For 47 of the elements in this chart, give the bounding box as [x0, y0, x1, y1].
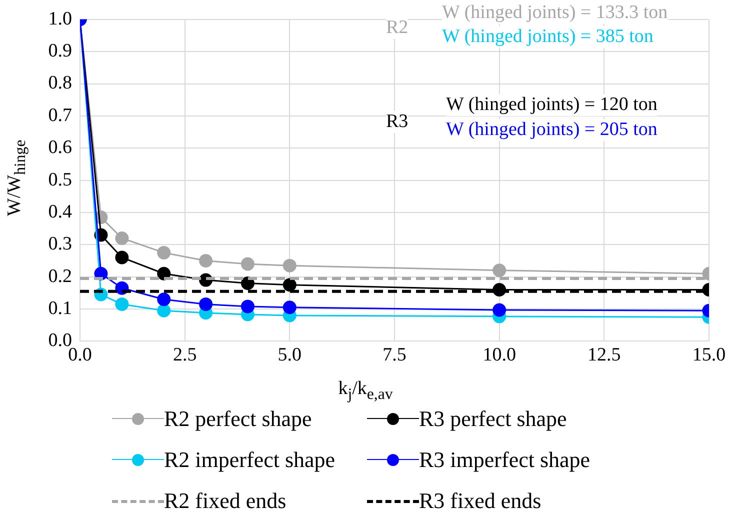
point — [240, 276, 254, 290]
y-tick-label: 0.1 — [48, 298, 72, 320]
point — [282, 278, 296, 292]
x-tick-label: 10.0 — [482, 344, 516, 366]
x-tick-label: 7.5 — [382, 344, 406, 366]
y-tick-label: 0.9 — [48, 40, 72, 62]
point — [492, 303, 506, 317]
legend-label: R2 fixed ends — [164, 488, 286, 514]
y-tick-label: 0.7 — [48, 104, 72, 126]
point — [157, 292, 171, 306]
annotation: W (hinged joints) = 120 ton — [446, 94, 658, 116]
y-tick-label: 0.5 — [48, 169, 72, 190]
point — [282, 258, 296, 272]
point — [282, 300, 296, 314]
point — [115, 297, 129, 311]
point — [115, 231, 129, 245]
y-tick-label: 0.8 — [48, 72, 72, 94]
point — [492, 264, 506, 278]
point — [115, 250, 129, 264]
point — [199, 254, 213, 268]
annotation: W (hinged joints) = 133.3 ton — [442, 2, 668, 24]
x-tick-label: 2.5 — [172, 344, 197, 366]
x-tick-label: 0.0 — [68, 344, 92, 366]
legend-label: R3 imperfect shape — [419, 446, 590, 472]
y-tick-label: 0.4 — [48, 201, 72, 222]
annotation: W (hinged joints) = 385 ton — [442, 26, 654, 48]
legend-label: R2 imperfect shape — [164, 446, 336, 472]
legend-label: R3 fixed ends — [419, 488, 542, 514]
point — [240, 257, 254, 271]
legend-label: R2 perfect shape — [164, 406, 312, 432]
point — [157, 304, 171, 318]
x-tick-label: 5.0 — [278, 344, 302, 366]
x-tick-label: 15.0 — [692, 344, 726, 366]
point — [240, 300, 254, 314]
point — [199, 297, 213, 311]
annotation: R2 — [386, 17, 408, 39]
y-tick-label: 0.3 — [48, 234, 72, 255]
point — [157, 266, 171, 280]
y-tick-label: 1.0 — [48, 8, 72, 30]
x-tick-label: 12.5 — [588, 344, 621, 366]
annotation: W (hinged joints) = 205 ton — [446, 119, 658, 141]
x-axis-title: k$_{j}$/k$_{e,av}$ — [337, 378, 394, 404]
legend-label: R3 perfect shape — [419, 406, 567, 432]
y-tick-label: 0.2 — [48, 266, 72, 287]
y-tick-label: 0.6 — [48, 137, 72, 158]
annotation: R3 — [386, 111, 408, 133]
point — [157, 246, 171, 260]
